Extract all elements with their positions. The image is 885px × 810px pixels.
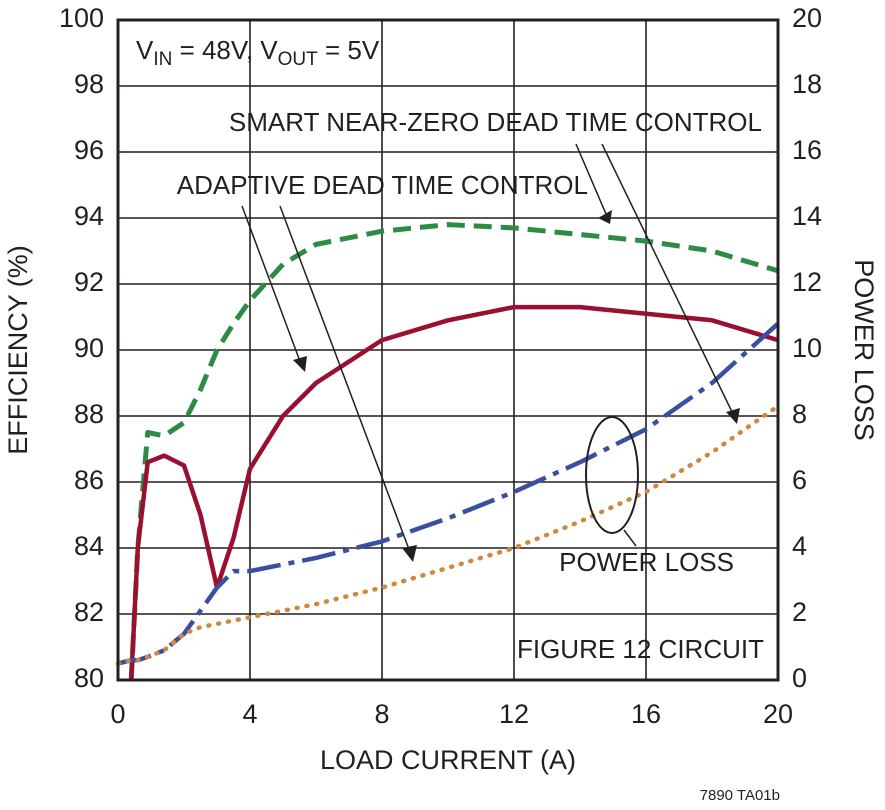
y2-tick-label: 18 bbox=[792, 69, 822, 99]
y2-tick-label: 4 bbox=[792, 531, 807, 561]
subscript: IN bbox=[153, 49, 172, 70]
y-tick-label: 86 bbox=[74, 465, 104, 495]
y2-tick-label: 6 bbox=[792, 465, 807, 495]
arrowhead bbox=[402, 545, 417, 562]
series-line bbox=[115, 403, 781, 666]
arrowhead bbox=[726, 408, 740, 424]
x-tick-label: 0 bbox=[110, 699, 125, 729]
x-axis-title: LOAD CURRENT (A) bbox=[320, 745, 576, 775]
leader bbox=[623, 529, 637, 547]
y2-tick-label: 8 bbox=[792, 399, 807, 429]
y-tick-label: 100 bbox=[59, 3, 104, 33]
arrow bbox=[279, 205, 411, 553]
conditions-text: V bbox=[136, 35, 154, 65]
y-tick-label: 80 bbox=[74, 663, 104, 693]
lines bbox=[115, 222, 781, 681]
y-tick-label: 94 bbox=[74, 201, 104, 231]
series-line bbox=[117, 321, 780, 666]
footnote: 7890 TA01b bbox=[700, 787, 780, 804]
plot-frame bbox=[116, 18, 780, 682]
x-tick-label: 20 bbox=[763, 699, 793, 729]
y-tick-label: 96 bbox=[74, 135, 104, 165]
annotation: POWER LOSS bbox=[559, 547, 734, 577]
x-tick-label: 12 bbox=[499, 699, 529, 729]
conditions-label: VIN = 48V, VOUT = 5V bbox=[136, 35, 380, 70]
y-axis-title: EFFICIENCY (%) bbox=[3, 245, 33, 455]
y-tick-label: 82 bbox=[74, 597, 104, 627]
subscript: OUT bbox=[278, 49, 319, 70]
y2-tick-label: 20 bbox=[792, 3, 822, 33]
arrows bbox=[241, 143, 740, 562]
arrow bbox=[241, 205, 302, 365]
y2-tick-label: 12 bbox=[792, 267, 822, 297]
y-tick-label: 98 bbox=[74, 69, 104, 99]
annotation: SMART NEAR-ZERO DEAD TIME CONTROL bbox=[229, 107, 762, 137]
arrow bbox=[601, 143, 735, 417]
labels: 0 4 8 12 16 20 80 82 84 86 88 90 92 94 96 98 100 0 2 4 6 8 10 1… bbox=[3, 3, 879, 804]
annotation: FIGURE 12 CIRCUIT bbox=[517, 634, 764, 664]
power-loss-ellipse bbox=[585, 416, 639, 534]
y-tick-label: 92 bbox=[74, 267, 104, 297]
conditions-text: = 48V, V bbox=[172, 35, 278, 65]
y-tick-label: 84 bbox=[74, 531, 104, 561]
x-tick-label: 8 bbox=[374, 699, 389, 729]
y2-tick-label: 10 bbox=[792, 333, 822, 363]
arrowhead bbox=[293, 356, 307, 372]
series-line bbox=[128, 222, 779, 681]
conditions-text: = 5V bbox=[318, 35, 380, 65]
x-tick-label: 4 bbox=[242, 699, 257, 729]
y2-tick-label: 14 bbox=[792, 201, 822, 231]
annotation: ADAPTIVE DEAD TIME CONTROL bbox=[177, 170, 588, 200]
y-tick-label: 88 bbox=[74, 399, 104, 429]
y2-tick-label: 0 bbox=[792, 663, 807, 693]
series-line bbox=[128, 304, 779, 681]
arrow bbox=[575, 143, 607, 215]
y-tick-label: 90 bbox=[74, 333, 104, 363]
y2-tick-label: 16 bbox=[792, 135, 822, 165]
x-tick-label: 16 bbox=[631, 699, 661, 729]
y2-axis-title: POWER LOSS bbox=[849, 259, 879, 441]
y2-tick-label: 2 bbox=[792, 597, 807, 627]
arrowhead bbox=[598, 210, 612, 224]
